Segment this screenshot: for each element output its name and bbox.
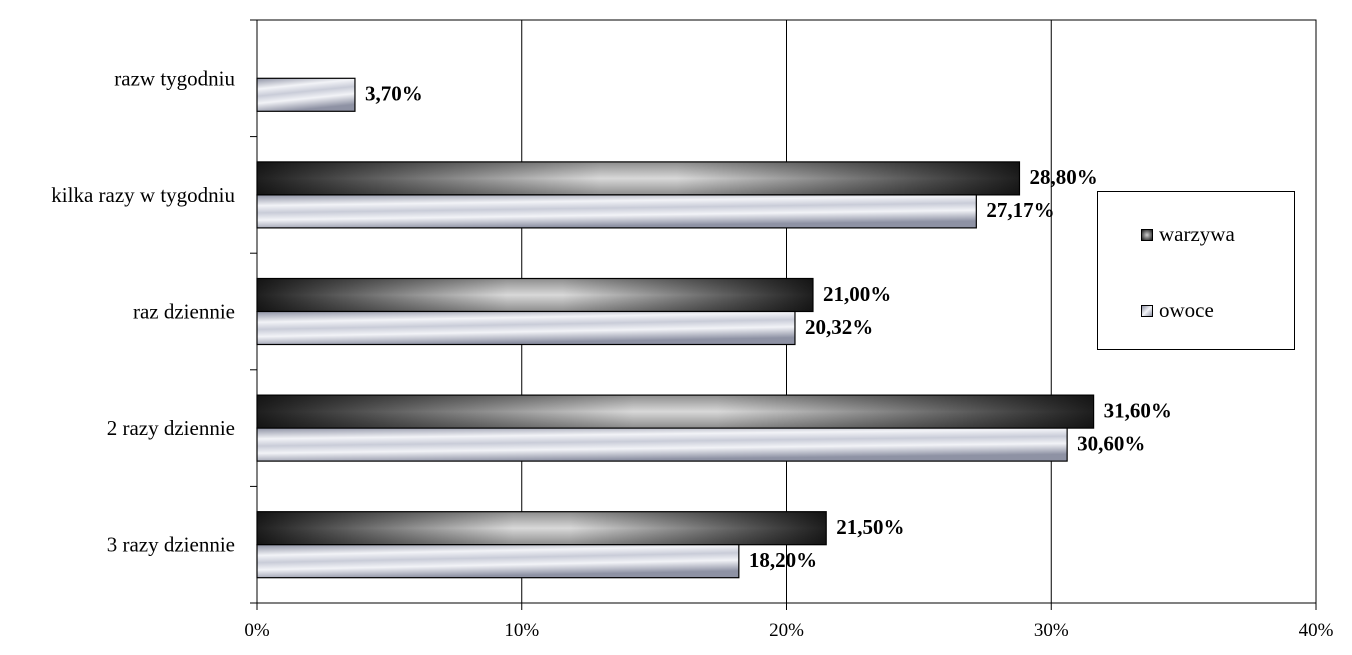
bar-shade-warzywa [257,161,1020,195]
data-label-warzywa: 31,60% [1104,398,1172,422]
bar-shade-warzywa [257,278,813,312]
category-label: 2 razy dziennie [107,416,235,440]
x-tick-label: 10% [504,620,539,641]
data-label-warzywa: 21,50% [836,515,904,539]
data-label-owoce: 27,17% [986,198,1054,222]
x-tick-label: 30% [1034,620,1069,641]
bar-shade-warzywa [257,395,1094,429]
data-label-warzywa: 28,80% [1029,165,1097,189]
data-label-owoce: 18,20% [749,548,817,572]
legend-swatch-owoce [1141,304,1153,317]
bar-shade-warzywa [257,511,827,545]
data-label-owoce: 20,32% [805,315,873,339]
x-tick-label: 20% [769,620,804,641]
data-label-warzywa: 21,00% [823,282,891,306]
legend: warzywa owoce [1097,191,1295,350]
data-labels: 3,70% 28,80% 27,17% 21,00% 20,32% 31,60% 30,60… [365,82,1172,572]
legend-label-warzywa: warzywa [1159,222,1235,246]
legend-item-owoce: owoce [1141,298,1214,323]
bar-owoce [256,310,796,346]
x-tick-labels: 0% 10% 20% 30% 40% [244,620,1333,641]
category-label: raz dziennie [133,300,235,324]
data-label-owoce: 3,70% [365,82,423,106]
data-label-owoce: 30,60% [1077,431,1145,455]
legend-label-owoce: owoce [1159,298,1214,322]
bar-owoce [256,544,740,579]
category-label: kilka razy w tygodniu [51,183,235,207]
category-label: 3 razy dziennie [107,533,235,557]
x-tick-label: 0% [244,620,270,641]
bars [256,77,1095,579]
x-tick-label: 40% [1299,620,1334,641]
category-label: razw tygodniu [114,66,235,90]
legend-item-warzywa: warzywa [1141,222,1235,247]
bar-owoce [256,77,356,112]
category-labels: razw tygodniu kilka razy w tygodniu raz dz… [51,66,235,556]
bar-owoce [256,194,977,229]
legend-swatch-warzywa [1141,228,1153,241]
bar-owoce [256,427,1068,462]
